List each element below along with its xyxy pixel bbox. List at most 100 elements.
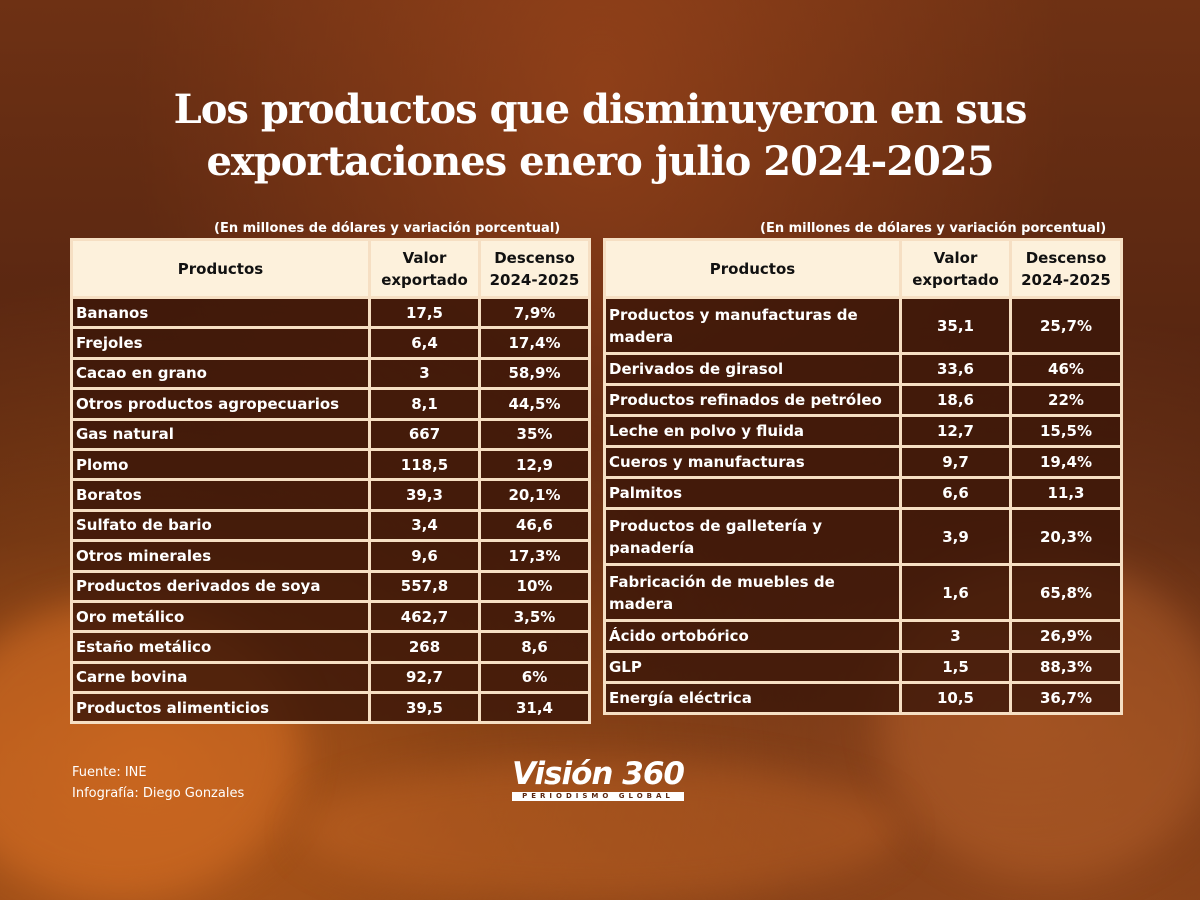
export-value-cell: 3,9: [899, 507, 1012, 566]
export-value-cell: 557,8: [368, 569, 481, 603]
export-value-cell: 6,6: [899, 476, 1012, 510]
decline-percent-cell: 19,4%: [1009, 445, 1123, 479]
export-value-cell: 39,5: [368, 691, 481, 725]
product-name-cell: Palmitos: [603, 476, 902, 510]
decline-percent-cell: 88,3%: [1009, 650, 1123, 684]
table-row: Gas natural 667 35%: [70, 417, 591, 451]
product-name-cell: Otros minerales: [70, 539, 371, 573]
export-value-cell: 462,7: [368, 599, 481, 634]
export-value-cell: 12,7: [899, 414, 1012, 448]
logo-tagline: PERIODISMO GLOBAL: [512, 792, 684, 801]
decline-percent-cell: 20,3%: [1009, 507, 1123, 566]
export-value-cell: 10,5: [899, 681, 1012, 715]
export-value-cell: 8,1: [368, 387, 481, 421]
right-table-caption: (En millones de dólares y variación porc…: [760, 221, 1107, 236]
product-name-cell: Otros productos agropecuarios: [70, 387, 371, 421]
product-name-cell: Boratos: [70, 478, 371, 512]
column-header-value: Valor exportado: [368, 238, 481, 299]
vision360-logo: Visión 360 PERIODISMO GLOBAL: [508, 756, 688, 801]
export-value-cell: 268: [368, 630, 481, 664]
column-header-decline: Descenso 2024-2025: [1009, 238, 1123, 299]
product-name-cell: Plomo: [70, 447, 371, 482]
product-name-cell: Productos de galletería y panadería: [603, 507, 902, 566]
table-row: Boratos 39,3 20,1%: [70, 478, 591, 512]
decline-percent-cell: 17,3%: [478, 539, 591, 573]
table-row: Otros minerales 9,6 17,3%: [70, 539, 591, 573]
footer-credits: Fuente: INE Infografía: Diego Gonzales: [72, 762, 244, 804]
decline-percent-cell: 44,5%: [478, 387, 591, 421]
export-value-cell: 1,5: [899, 650, 1012, 684]
decline-percent-cell: 22%: [1009, 383, 1123, 417]
product-name-cell: Productos refinados de petróleo: [603, 383, 902, 417]
product-name-cell: Leche en polvo y fluida: [603, 414, 902, 448]
decline-percent-cell: 36,7%: [1009, 681, 1123, 715]
product-name-cell: Carne bovina: [70, 660, 371, 695]
column-header-decline: Descenso 2024-2025: [478, 238, 591, 299]
product-name-cell: Productos derivados de soya: [70, 569, 371, 603]
export-value-cell: 1,6: [899, 563, 1012, 622]
credit-text: Infografía: Diego Gonzales: [72, 786, 245, 801]
table-row: Carne bovina 92,7 6%: [70, 660, 591, 695]
decline-percent-cell: 8,6: [478, 630, 591, 664]
decline-percent-cell: 35%: [478, 417, 591, 451]
table-row: Productos de galletería y panadería 3,9 20…: [603, 507, 1123, 566]
decline-percent-cell: 46%: [1009, 352, 1123, 386]
export-value-cell: 9,6: [368, 539, 481, 573]
export-value-cell: 3,4: [368, 508, 481, 543]
table-row: Otros productos agropecuarios 8,1 44,5%: [70, 387, 591, 421]
table-row: Cacao en grano 3 58,9%: [70, 356, 591, 391]
decline-percent-cell: 20,1%: [478, 478, 591, 512]
decline-percent-cell: 31,4: [478, 691, 591, 725]
table-row: Palmitos 6,6 11,3: [603, 476, 1123, 510]
column-header-products: Productos: [603, 238, 902, 299]
table-row: Oro metálico 462,7 3,5%: [70, 599, 591, 634]
export-value-cell: 3: [368, 356, 481, 391]
product-name-cell: Oro metálico: [70, 599, 371, 634]
product-name-cell: Derivados de girasol: [603, 352, 902, 386]
export-value-cell: 667: [368, 417, 481, 451]
table-row: Frejoles 6,4 17,4%: [70, 326, 591, 360]
source-text: Fuente: INE: [72, 765, 147, 780]
export-value-cell: 92,7: [368, 660, 481, 695]
table-row: Estaño metálico 268 8,6: [70, 630, 591, 664]
product-name-cell: Productos y manufacturas de madera: [603, 296, 902, 355]
right-exports-table: Productos Valor exportado Descenso 2024-…: [603, 238, 1123, 715]
export-value-cell: 33,6: [899, 352, 1012, 386]
export-value-cell: 18,6: [899, 383, 1012, 417]
export-value-cell: 6,4: [368, 326, 481, 360]
table-row: Productos y manufacturas de madera 35,1 25…: [603, 296, 1123, 355]
decline-percent-cell: 12,9: [478, 447, 591, 482]
table-row: Productos alimenticios 39,5 31,4: [70, 691, 591, 725]
table-row: Productos refinados de petróleo 18,6 22%: [603, 383, 1123, 417]
decline-percent-cell: 3,5%: [478, 599, 591, 634]
decline-percent-cell: 46,6: [478, 508, 591, 543]
table-row: Ácido ortobórico 3 26,9%: [603, 619, 1123, 653]
column-header-value: Valor exportado: [899, 238, 1012, 299]
logo-wordmark: Visión 360: [511, 756, 685, 792]
left-exports-table: Productos Valor exportado Descenso 2024-…: [70, 238, 591, 725]
decline-percent-cell: 26,9%: [1009, 619, 1123, 653]
product-name-cell: Gas natural: [70, 417, 371, 451]
export-value-cell: 118,5: [368, 447, 481, 482]
title-line-1: Los productos que disminuyeron en sus: [173, 86, 1028, 133]
table-header-row: Productos Valor exportado Descenso 2024-…: [603, 238, 1123, 299]
product-name-cell: Ácido ortobórico: [603, 619, 902, 653]
decline-percent-cell: 25,7%: [1009, 296, 1123, 355]
product-name-cell: Sulfato de bario: [70, 508, 371, 543]
product-name-cell: Cueros y manufacturas: [603, 445, 902, 479]
decline-percent-cell: 17,4%: [478, 326, 591, 360]
table-row: Energía eléctrica 10,5 36,7%: [603, 681, 1123, 715]
decline-percent-cell: 58,9%: [478, 356, 591, 391]
table-row: GLP 1,5 88,3%: [603, 650, 1123, 684]
table-row: Fabricación de muebles de madera 1,6 65,8%: [603, 563, 1123, 622]
export-value-cell: 35,1: [899, 296, 1012, 355]
table-row: Productos derivados de soya 557,8 10%: [70, 569, 591, 603]
product-name-cell: Productos alimenticios: [70, 691, 371, 725]
export-value-cell: 17,5: [368, 295, 481, 330]
table-row: Sulfato de bario 3,4 46,6: [70, 508, 591, 543]
decline-percent-cell: 10%: [478, 569, 591, 603]
product-name-cell: Bananos: [70, 295, 371, 330]
background-glow: [300, 760, 900, 900]
decline-percent-cell: 15,5%: [1009, 414, 1123, 448]
export-value-cell: 3: [899, 619, 1012, 653]
